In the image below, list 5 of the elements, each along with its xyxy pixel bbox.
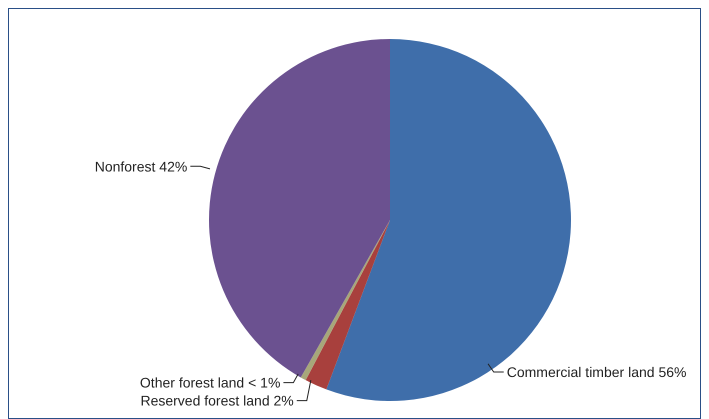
- slice-label: Nonforest 42%: [94, 158, 188, 174]
- slice-label: Reserved forest land 2%: [140, 392, 294, 409]
- slice-label: Other forest land < 1%: [140, 374, 280, 391]
- slice-label: Commercial timber land 56%: [506, 364, 686, 380]
- pie-slice: [209, 39, 390, 378]
